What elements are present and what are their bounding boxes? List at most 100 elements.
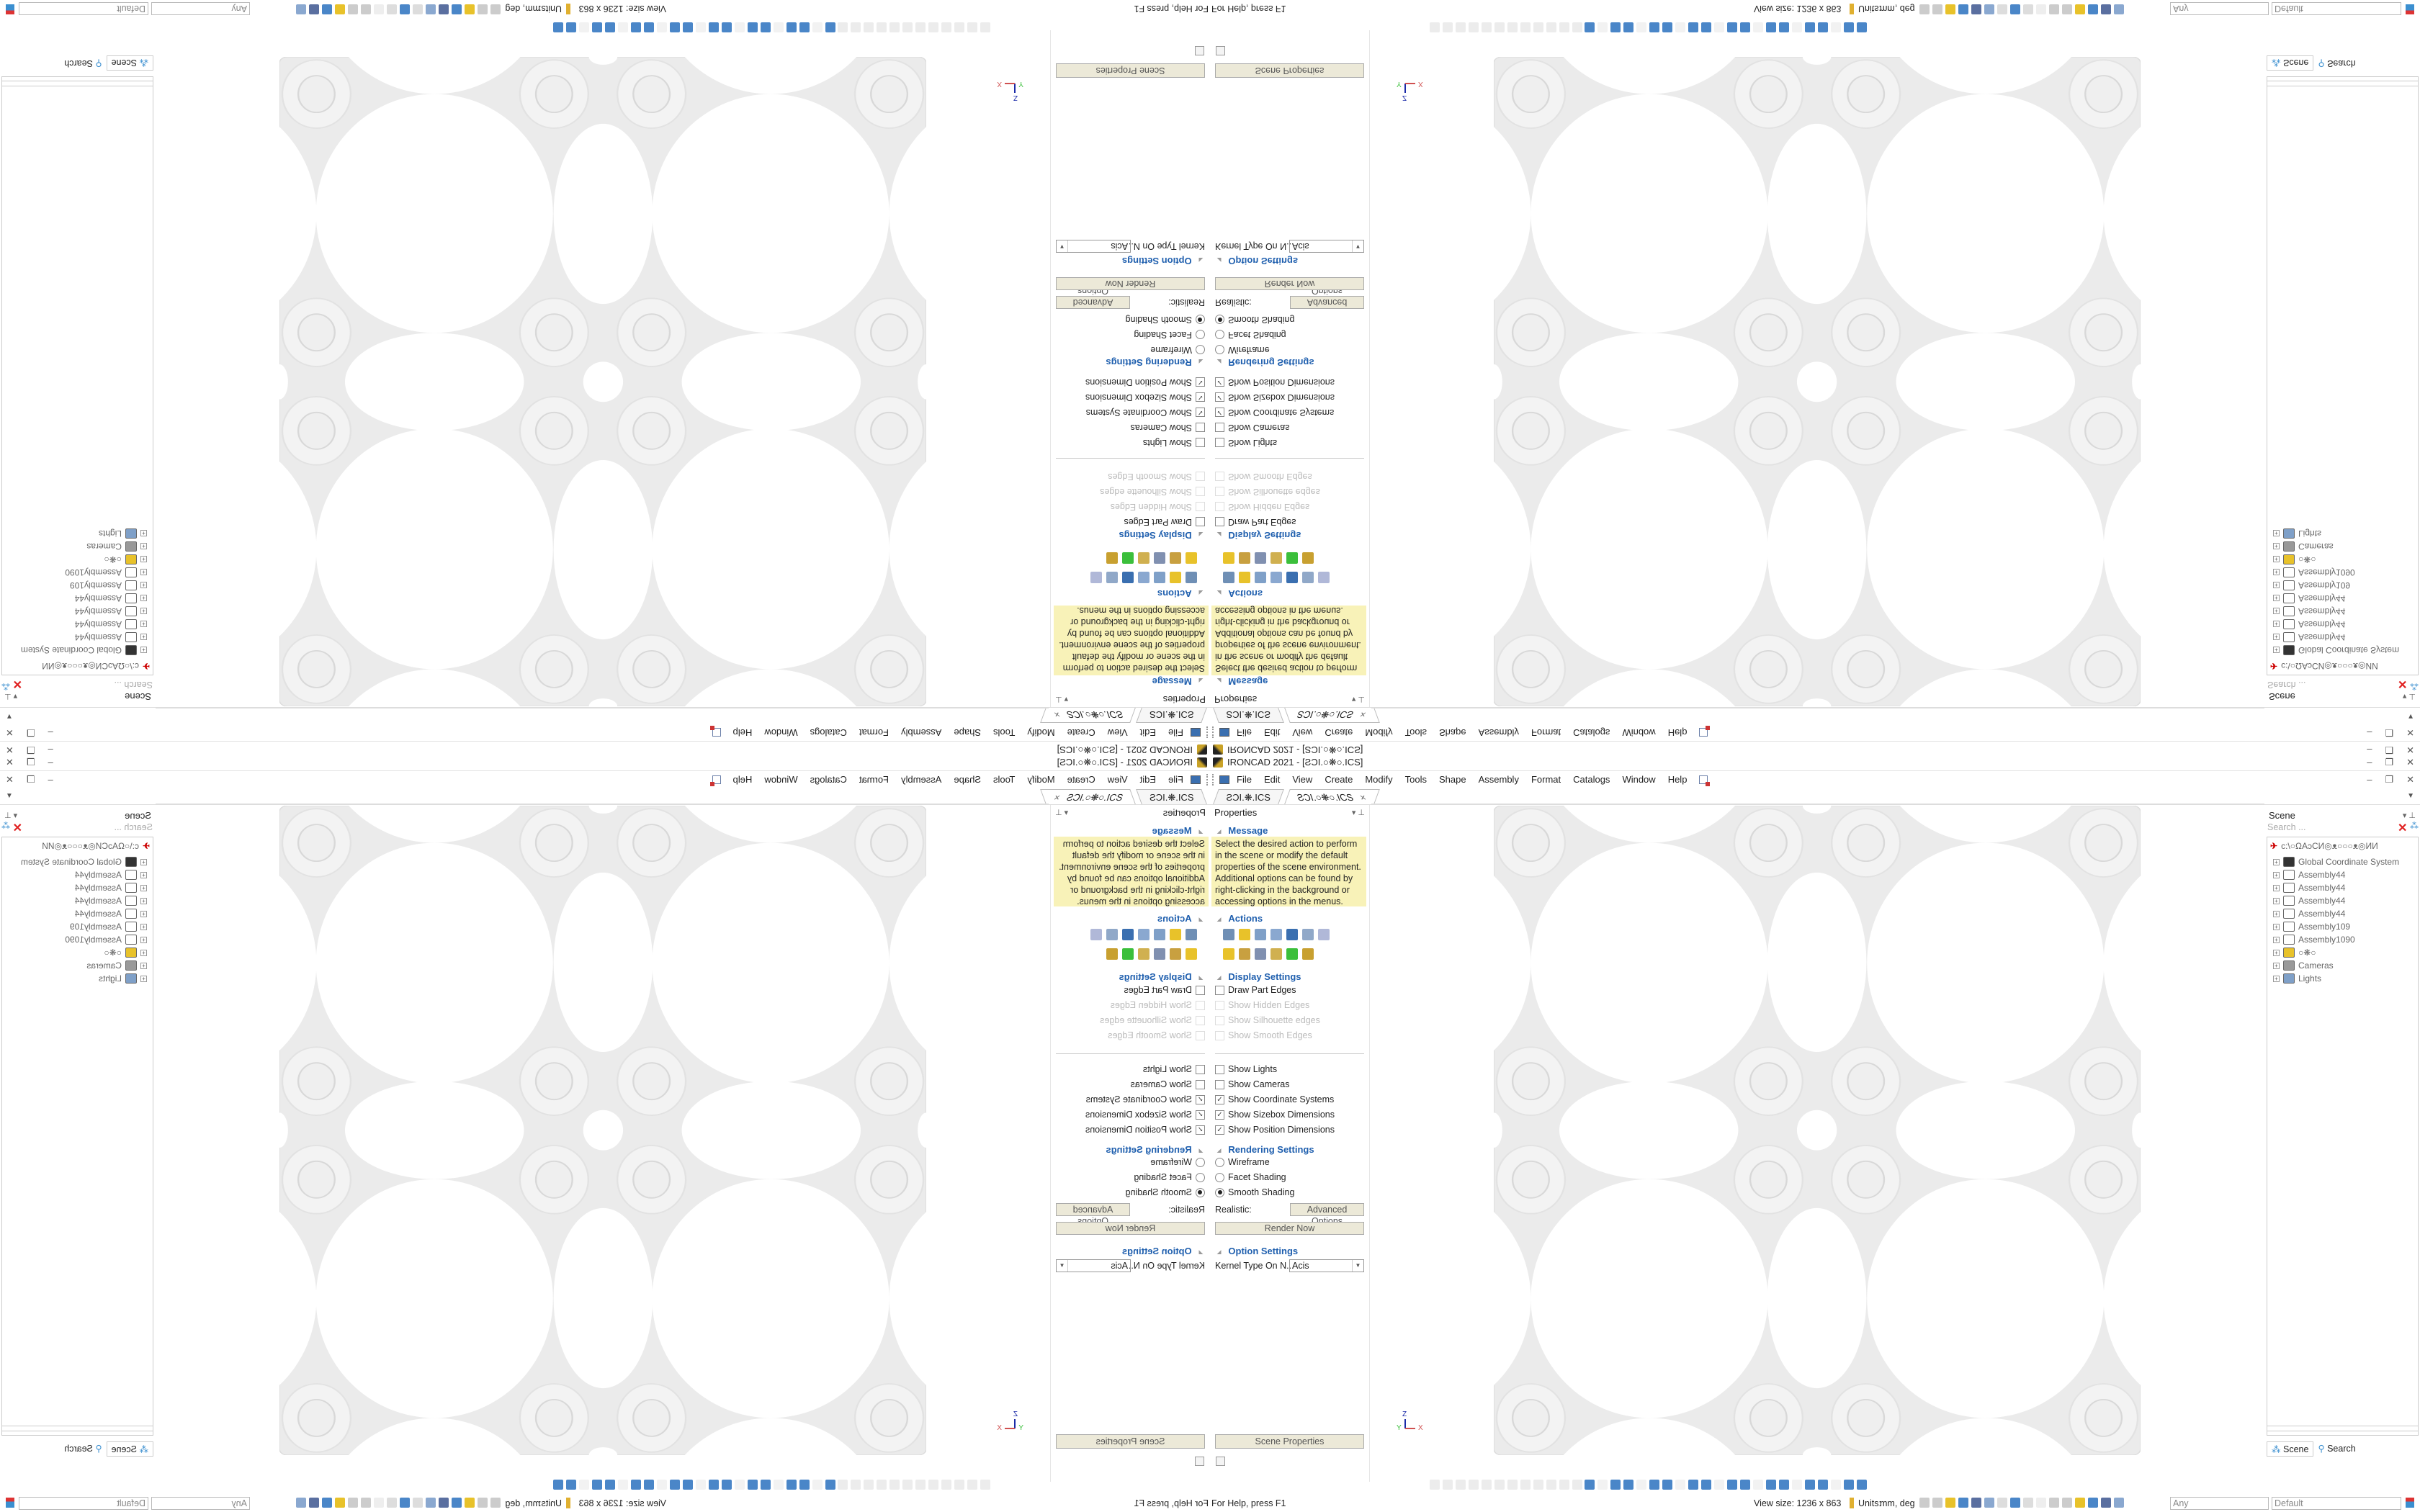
render-now-button[interactable]: Render Now bbox=[1215, 1222, 1364, 1235]
radio-facet-shading[interactable]: Facet Shading bbox=[1215, 330, 1286, 340]
filter-select[interactable]: Any bbox=[2170, 2, 2269, 15]
view-tool-icon[interactable] bbox=[1701, 22, 1711, 32]
calendar-icon[interactable] bbox=[1154, 948, 1165, 960]
checkbox[interactable] bbox=[1215, 1064, 1224, 1074]
expand-icon[interactable]: + bbox=[140, 871, 147, 878]
sketch-tool-icon[interactable] bbox=[1559, 1480, 1569, 1490]
view-tool-icon[interactable] bbox=[566, 22, 576, 32]
status-tool-icon[interactable] bbox=[2036, 4, 2046, 14]
checkbox[interactable] bbox=[1215, 472, 1224, 482]
part-model[interactable] bbox=[1494, 806, 2141, 1455]
3d-viewport[interactable]: Z Y X bbox=[156, 57, 1049, 708]
sketch-tool-icon[interactable] bbox=[1546, 1480, 1556, 1490]
tree-item[interactable]: + Assembly44 bbox=[2273, 618, 2345, 630]
view-tool-icon[interactable] bbox=[761, 22, 771, 32]
advanced-options-button[interactable]: Advanced Options bbox=[1290, 286, 1364, 309]
status-tool-icon[interactable] bbox=[2010, 4, 2020, 14]
doc-minimize-button[interactable]: – bbox=[48, 774, 53, 785]
menu-help[interactable]: Help bbox=[1667, 774, 1688, 785]
tab-list-dropdown-icon[interactable]: ▼ bbox=[2407, 792, 2414, 800]
view-tool-icon[interactable] bbox=[1857, 1480, 1867, 1490]
scene-tree[interactable]: ✈ c:\○ΩAↄCИ◎ᴥ○○○ᴥ◎ИИ + Global Coordinate S… bbox=[2267, 837, 2419, 1431]
menu-shape[interactable]: Shape bbox=[1439, 727, 1466, 738]
axis-icon[interactable] bbox=[1286, 948, 1298, 960]
assembly-icon[interactable] bbox=[1138, 552, 1150, 564]
checkbox[interactable] bbox=[1215, 423, 1224, 433]
checkbox[interactable]: ✓ bbox=[1196, 408, 1205, 418]
status-tool-icon[interactable] bbox=[2023, 4, 2033, 14]
checkbox[interactable]: ✓ bbox=[1215, 1125, 1224, 1135]
tab-close-icon[interactable]: × bbox=[1358, 709, 1368, 720]
loft-icon[interactable] bbox=[1122, 929, 1134, 940]
status-tool-icon[interactable] bbox=[387, 1498, 397, 1508]
menu-file[interactable]: File bbox=[1237, 727, 1252, 738]
view-tool-icon[interactable] bbox=[812, 1480, 823, 1490]
expand-icon[interactable]: + bbox=[2273, 910, 2280, 917]
status-tool-icon[interactable] bbox=[2088, 4, 2098, 14]
view-tool-icon[interactable] bbox=[825, 22, 835, 32]
sketch-tool-icon[interactable] bbox=[864, 1480, 874, 1490]
tab-scene[interactable]: ⁂ Scene bbox=[2267, 1441, 2314, 1457]
view-tool-icon[interactable] bbox=[735, 22, 745, 32]
close-button[interactable]: ✕ bbox=[6, 744, 14, 755]
sketch-tool-icon[interactable] bbox=[1456, 22, 1466, 32]
menu-window[interactable]: Window bbox=[764, 727, 798, 738]
toolbar-grip[interactable] bbox=[1204, 726, 1208, 739]
style-select[interactable]: Default bbox=[19, 2, 148, 15]
view-tool-icon[interactable] bbox=[1779, 1480, 1789, 1490]
view-tool-icon[interactable] bbox=[644, 22, 654, 32]
radio-button[interactable] bbox=[1215, 315, 1224, 325]
view-tool-icon[interactable] bbox=[618, 1480, 628, 1490]
loft-icon[interactable] bbox=[1122, 572, 1134, 583]
tree-root[interactable]: ✈ c:\○ΩAↄCИ◎ᴥ○○○ᴥ◎ИИ bbox=[42, 660, 150, 672]
radio-wireframe[interactable]: Wireframe bbox=[1215, 1157, 1270, 1167]
checkbox-show-sizebox-dimensions[interactable]: ✓ Show Sizebox Dimensions bbox=[1215, 1110, 1335, 1120]
doc-minimize-button[interactable]: – bbox=[48, 727, 53, 738]
menu-edit[interactable]: Edit bbox=[1139, 727, 1157, 738]
message-header[interactable]: Message bbox=[1152, 676, 1203, 687]
menu-help[interactable]: Help bbox=[1667, 727, 1688, 738]
new-window-icon[interactable] bbox=[1699, 728, 1708, 737]
view-tool-icon[interactable] bbox=[1597, 1480, 1608, 1490]
sketch-tool-icon[interactable] bbox=[980, 22, 990, 32]
expand-icon[interactable]: + bbox=[2273, 884, 2280, 891]
tree-item[interactable]: + ○❋○ bbox=[104, 947, 147, 958]
view-tool-icon[interactable] bbox=[709, 22, 719, 32]
sketch-tool-icon[interactable] bbox=[928, 22, 938, 32]
filter-select[interactable]: Any bbox=[151, 2, 250, 15]
sketch-tool-icon[interactable] bbox=[915, 22, 926, 32]
status-tool-icon[interactable] bbox=[2049, 4, 2059, 14]
tab-document-1[interactable]: ƧƆI.❋.ICS bbox=[1213, 789, 1285, 804]
view-tool-icon[interactable] bbox=[644, 1480, 654, 1490]
expand-icon[interactable]: + bbox=[2273, 543, 2280, 550]
view-tool-icon[interactable] bbox=[1805, 22, 1815, 32]
spin-icon[interactable] bbox=[1154, 929, 1165, 940]
tree-item[interactable]: + Assembly1090 bbox=[65, 934, 147, 945]
checkbox[interactable] bbox=[1196, 517, 1205, 527]
minimize-button[interactable]: – bbox=[2367, 744, 2372, 755]
radio-facet-shading[interactable]: Facet Shading bbox=[1215, 1172, 1286, 1182]
view-tool-icon[interactable] bbox=[774, 1480, 784, 1490]
menu-catalogs[interactable]: Catalogs bbox=[1573, 774, 1610, 785]
menu-format[interactable]: Format bbox=[1531, 727, 1561, 738]
advanced-options-button[interactable]: Advanced Options bbox=[1056, 286, 1130, 309]
view-tool-icon[interactable] bbox=[1701, 1480, 1711, 1490]
pin-icon[interactable]: ▾ ⊥ bbox=[1351, 808, 1365, 817]
checkbox[interactable] bbox=[1196, 1000, 1205, 1010]
menu-assembly[interactable]: Assembly bbox=[1478, 727, 1519, 738]
toolbar-grip[interactable] bbox=[1212, 726, 1216, 739]
doc-restore-button[interactable]: ❐ bbox=[2385, 727, 2394, 738]
scene-tree[interactable]: ✈ c:\○ΩAↄCИ◎ᴥ○○○ᴥ◎ИИ + Global Coordinate S… bbox=[1, 837, 153, 1431]
advanced-options-button[interactable]: Advanced Options bbox=[1290, 1203, 1364, 1226]
close-button[interactable]: ✕ bbox=[2406, 744, 2414, 755]
hierarchy-icon[interactable] bbox=[2406, 4, 2414, 14]
rendering-settings-header[interactable]: Rendering Settings bbox=[1106, 1144, 1203, 1155]
status-tool-icon[interactable] bbox=[2075, 4, 2085, 14]
status-tool-icon[interactable] bbox=[2075, 1498, 2085, 1508]
checkbox[interactable]: ✓ bbox=[1215, 1110, 1224, 1120]
list-icon[interactable] bbox=[1223, 929, 1234, 940]
sketch-tool-icon[interactable] bbox=[889, 1480, 900, 1490]
status-tool-icon[interactable] bbox=[400, 1498, 410, 1508]
minimize-button[interactable]: – bbox=[2367, 757, 2372, 768]
status-tool-icon[interactable] bbox=[465, 1498, 475, 1508]
